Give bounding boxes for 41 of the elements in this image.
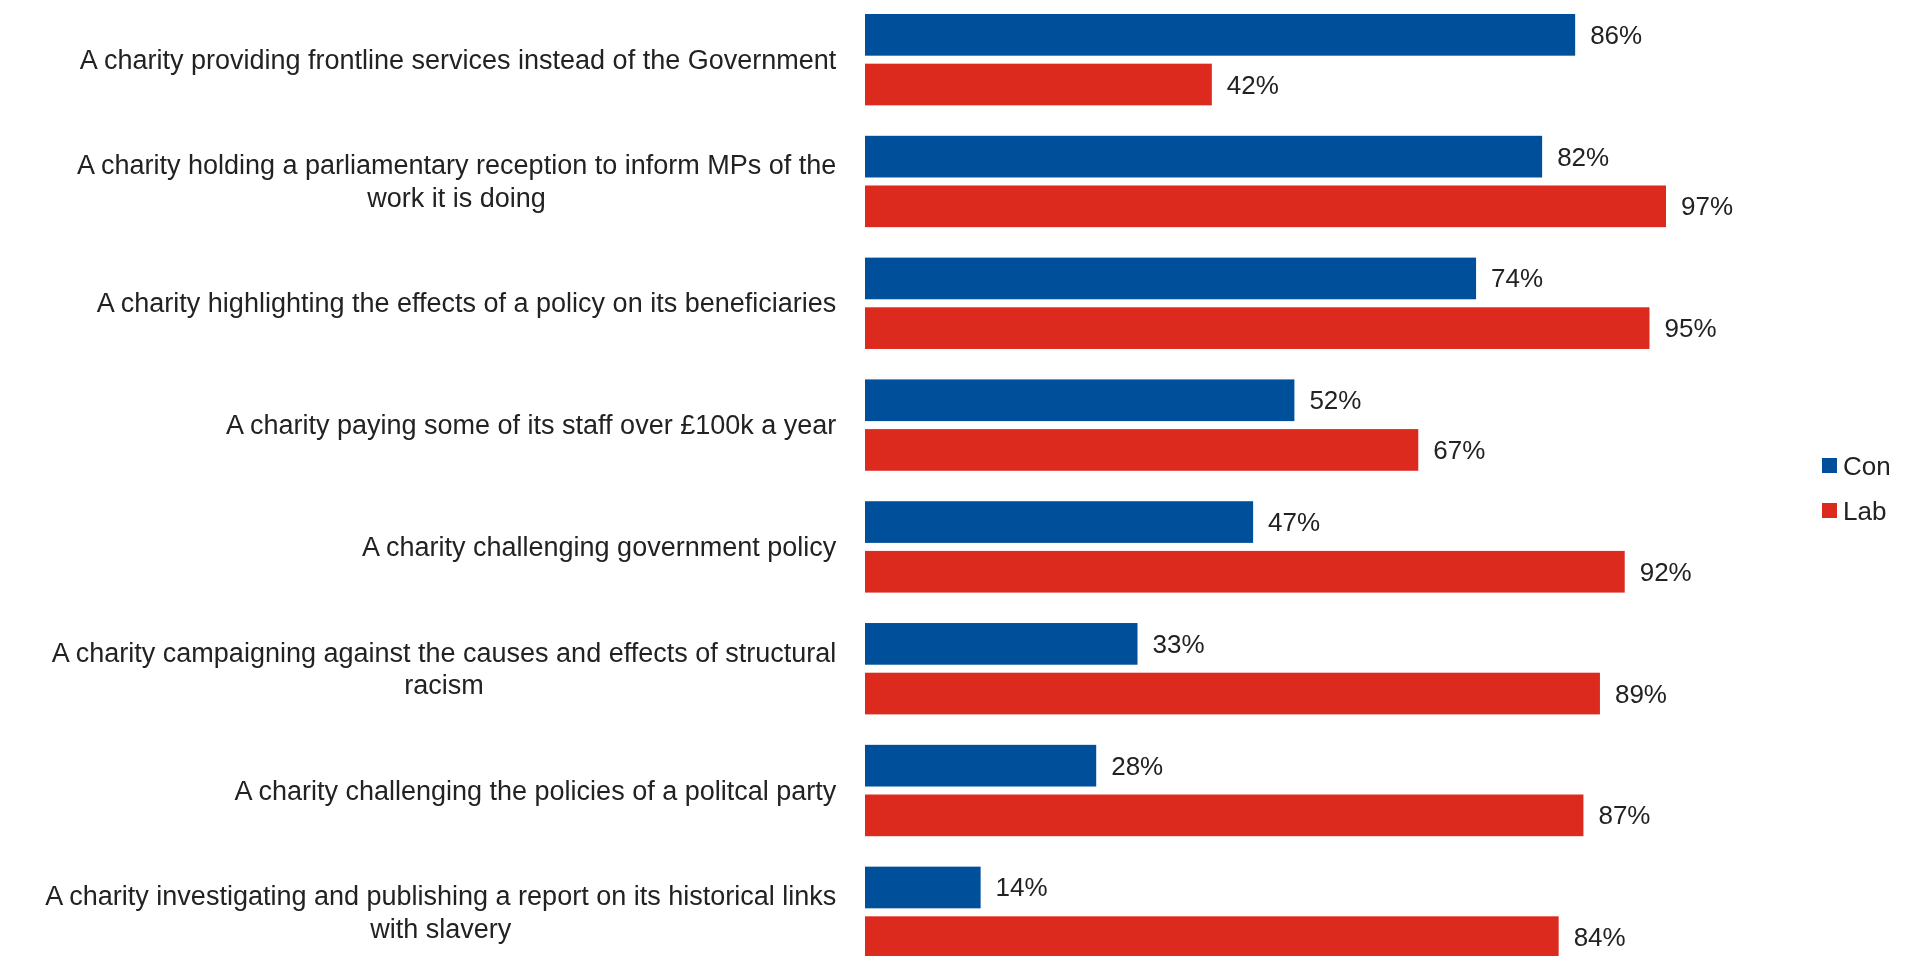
data-label: 92% — [1639, 556, 1692, 587]
bar — [865, 307, 1650, 349]
y-tick-label: A charity holding a parliamentary reception to inform MPs of the work it is doing — [76, 150, 837, 213]
data-label: 95% — [1664, 313, 1717, 344]
data-label: 82% — [1557, 141, 1610, 172]
data-label: 14% — [995, 872, 1048, 903]
data-label: 42% — [1226, 69, 1279, 100]
data-label: 84% — [1573, 922, 1626, 953]
bar — [865, 866, 981, 909]
y-tick-label: A charity challenging the policies of a politcal party — [234, 775, 837, 806]
y-tick-label: A charity challenging government policy — [361, 531, 837, 562]
bar — [865, 185, 1666, 228]
data-label: 67% — [1433, 434, 1486, 465]
bar — [865, 135, 1543, 178]
legend-label: Lab — [1843, 496, 1887, 526]
data-label: 28% — [1111, 750, 1164, 781]
bar — [865, 794, 1584, 837]
y-tick-label: A charity providing frontline services instead of the Government — [79, 44, 837, 75]
data-label: 87% — [1598, 800, 1651, 831]
bar — [865, 14, 1576, 56]
data-label: 33% — [1152, 628, 1205, 659]
data-label: 52% — [1309, 385, 1362, 416]
bar — [865, 257, 1477, 300]
y-tick-label: A charity highlighting the effects of a policy on its beneficiaries — [96, 288, 837, 319]
bar — [865, 429, 1419, 471]
bar — [865, 501, 1254, 543]
legend-label: Con — [1843, 451, 1891, 481]
bar — [865, 744, 1097, 787]
bar — [865, 623, 1138, 665]
data-label: 47% — [1268, 507, 1321, 538]
data-label: 89% — [1614, 678, 1667, 709]
data-label: 97% — [1681, 191, 1734, 222]
bar — [865, 379, 1295, 422]
bar — [865, 550, 1625, 593]
bar — [865, 672, 1600, 715]
data-label: 74% — [1491, 263, 1544, 294]
y-tick-label: A charity investigating and publishing a report on its historical links with slavery — [45, 881, 837, 944]
y-tick-label: A charity paying some of its staff over £100k a year — [225, 410, 837, 441]
data-label: 86% — [1590, 19, 1643, 50]
y-tick-label: A charity campaigning against the causes and effects of structural racism — [51, 637, 837, 700]
bar — [865, 63, 1212, 106]
